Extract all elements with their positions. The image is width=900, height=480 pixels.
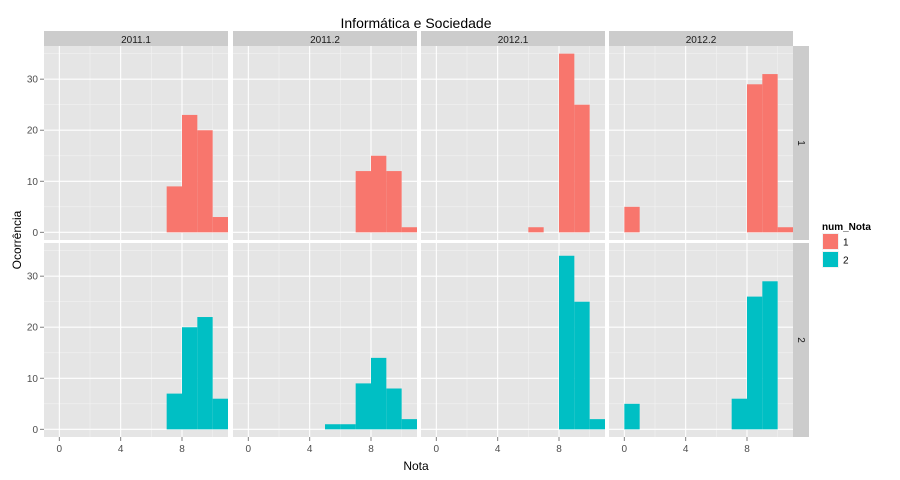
y-tick-label: 30 — [27, 272, 39, 283]
col-strip-bg — [44, 31, 228, 46]
panel-2012.1-2 — [421, 243, 605, 437]
row-strip-2: 2 — [792, 243, 809, 437]
legend: num_Nota 1 2 — [822, 222, 871, 268]
panel-2011.2-2 — [233, 243, 417, 437]
histogram-bar — [762, 74, 778, 233]
histogram-bar — [371, 155, 387, 233]
histogram-bar — [340, 424, 356, 430]
col-strip-bg — [609, 31, 793, 46]
panel-2012.1-1 — [421, 46, 605, 240]
histogram-bar — [355, 171, 371, 233]
histogram-bar — [401, 419, 417, 430]
histogram-bar — [401, 227, 417, 233]
histogram-bar — [166, 186, 182, 233]
legend-label: 2 — [843, 256, 849, 267]
histogram-bar — [624, 403, 640, 430]
row-strip-bg — [792, 243, 809, 437]
histogram-bar — [747, 84, 763, 233]
col-strip-bg — [233, 31, 417, 46]
x-axis-2012.1: 0 4 8 — [434, 437, 562, 455]
y-tick-label: 30 — [27, 75, 39, 86]
legend-swatch — [823, 252, 838, 267]
x-axis-2011.1: 0 4 8 — [57, 437, 185, 455]
panel-2011.1-2 — [44, 243, 228, 437]
y-axis: 0 10 20 30 — [27, 75, 44, 239]
x-tick-label: 4 — [307, 444, 313, 455]
y-tick-label: 20 — [27, 126, 39, 137]
histogram-bar — [166, 393, 182, 430]
histogram-bar — [182, 327, 198, 430]
x-tick-label: 0 — [622, 444, 628, 455]
col-strip-2011.2: 2011.2 — [233, 31, 417, 46]
x-axis-2011.2: 0 4 8 — [246, 437, 374, 455]
x-tick-label: 8 — [368, 444, 374, 455]
row-strip-label: 2 — [795, 337, 806, 343]
col-strip-label: 2011.1 — [121, 35, 151, 46]
chart-title: Informática e Sociedade — [341, 15, 492, 31]
x-tick-label: 4 — [495, 444, 501, 455]
col-strip-label: 2012.1 — [498, 35, 529, 46]
histogram-bar — [559, 53, 575, 233]
histogram-bar — [386, 388, 402, 430]
histogram-bar — [559, 255, 575, 430]
col-strip-2012.1: 2012.1 — [421, 31, 605, 46]
histogram-bar — [371, 357, 387, 430]
row-strip-bg — [792, 46, 809, 240]
y-tick-label: 10 — [27, 177, 39, 188]
y-tick-label: 10 — [27, 374, 39, 385]
panel-2011.1-1 — [44, 46, 228, 240]
panel-2011.2-1 — [233, 46, 417, 240]
y-axis-title: Ocorrência — [10, 210, 24, 269]
col-strip-2012.2: 2012.2 — [609, 31, 793, 46]
panel-2012.2-2 — [609, 243, 793, 437]
x-tick-label: 8 — [744, 444, 750, 455]
y-axis: 0 10 20 30 — [27, 272, 44, 436]
histogram-bar — [528, 227, 544, 233]
legend-title: num_Nota — [822, 222, 871, 233]
x-tick-label: 4 — [118, 444, 124, 455]
row-strip-label: 1 — [795, 140, 806, 146]
x-axis-2012.2: 0 4 8 — [622, 437, 750, 455]
histogram-bar — [355, 383, 371, 430]
histogram-bar — [212, 217, 228, 233]
histogram-bar — [197, 130, 213, 233]
histogram-bar — [574, 104, 590, 233]
col-strip-bg — [421, 31, 605, 46]
row-strip-1: 1 — [792, 46, 809, 240]
histogram-bar — [589, 419, 605, 430]
histogram-bar — [762, 281, 778, 430]
col-strip-label: 2011.2 — [310, 35, 340, 46]
histogram-bar — [747, 296, 763, 430]
y-tick-label: 20 — [27, 323, 39, 334]
facet-panels: 2011.1 2011.2 2012.1 2012.21201020300102030… — [27, 31, 809, 455]
x-tick-label: 0 — [57, 444, 63, 455]
legend-swatch — [823, 234, 838, 249]
x-tick-label: 8 — [179, 444, 185, 455]
col-strip-2011.1: 2011.1 — [44, 31, 228, 46]
x-tick-label: 8 — [556, 444, 562, 455]
legend-label: 1 — [843, 238, 849, 249]
histogram-bar — [777, 227, 793, 233]
histogram-bar — [731, 398, 747, 430]
col-strip-label: 2012.2 — [686, 35, 717, 46]
y-tick-label: 0 — [32, 425, 38, 436]
histogram-bar — [624, 206, 640, 233]
x-axis-title: Nota — [403, 459, 429, 473]
legend-item-1: 1 — [822, 233, 849, 250]
legend-item-2: 2 — [822, 251, 849, 268]
y-tick-label: 0 — [32, 228, 38, 239]
histogram-bar — [182, 114, 198, 233]
histogram-bar — [574, 301, 590, 430]
x-tick-label: 0 — [246, 444, 252, 455]
x-tick-label: 4 — [683, 444, 689, 455]
x-tick-label: 0 — [434, 444, 440, 455]
panel-2012.2-1 — [609, 46, 793, 240]
histogram-bar — [386, 171, 402, 233]
histogram-bar — [325, 424, 341, 430]
histogram-bar — [197, 317, 213, 430]
histogram-bar — [212, 398, 228, 430]
